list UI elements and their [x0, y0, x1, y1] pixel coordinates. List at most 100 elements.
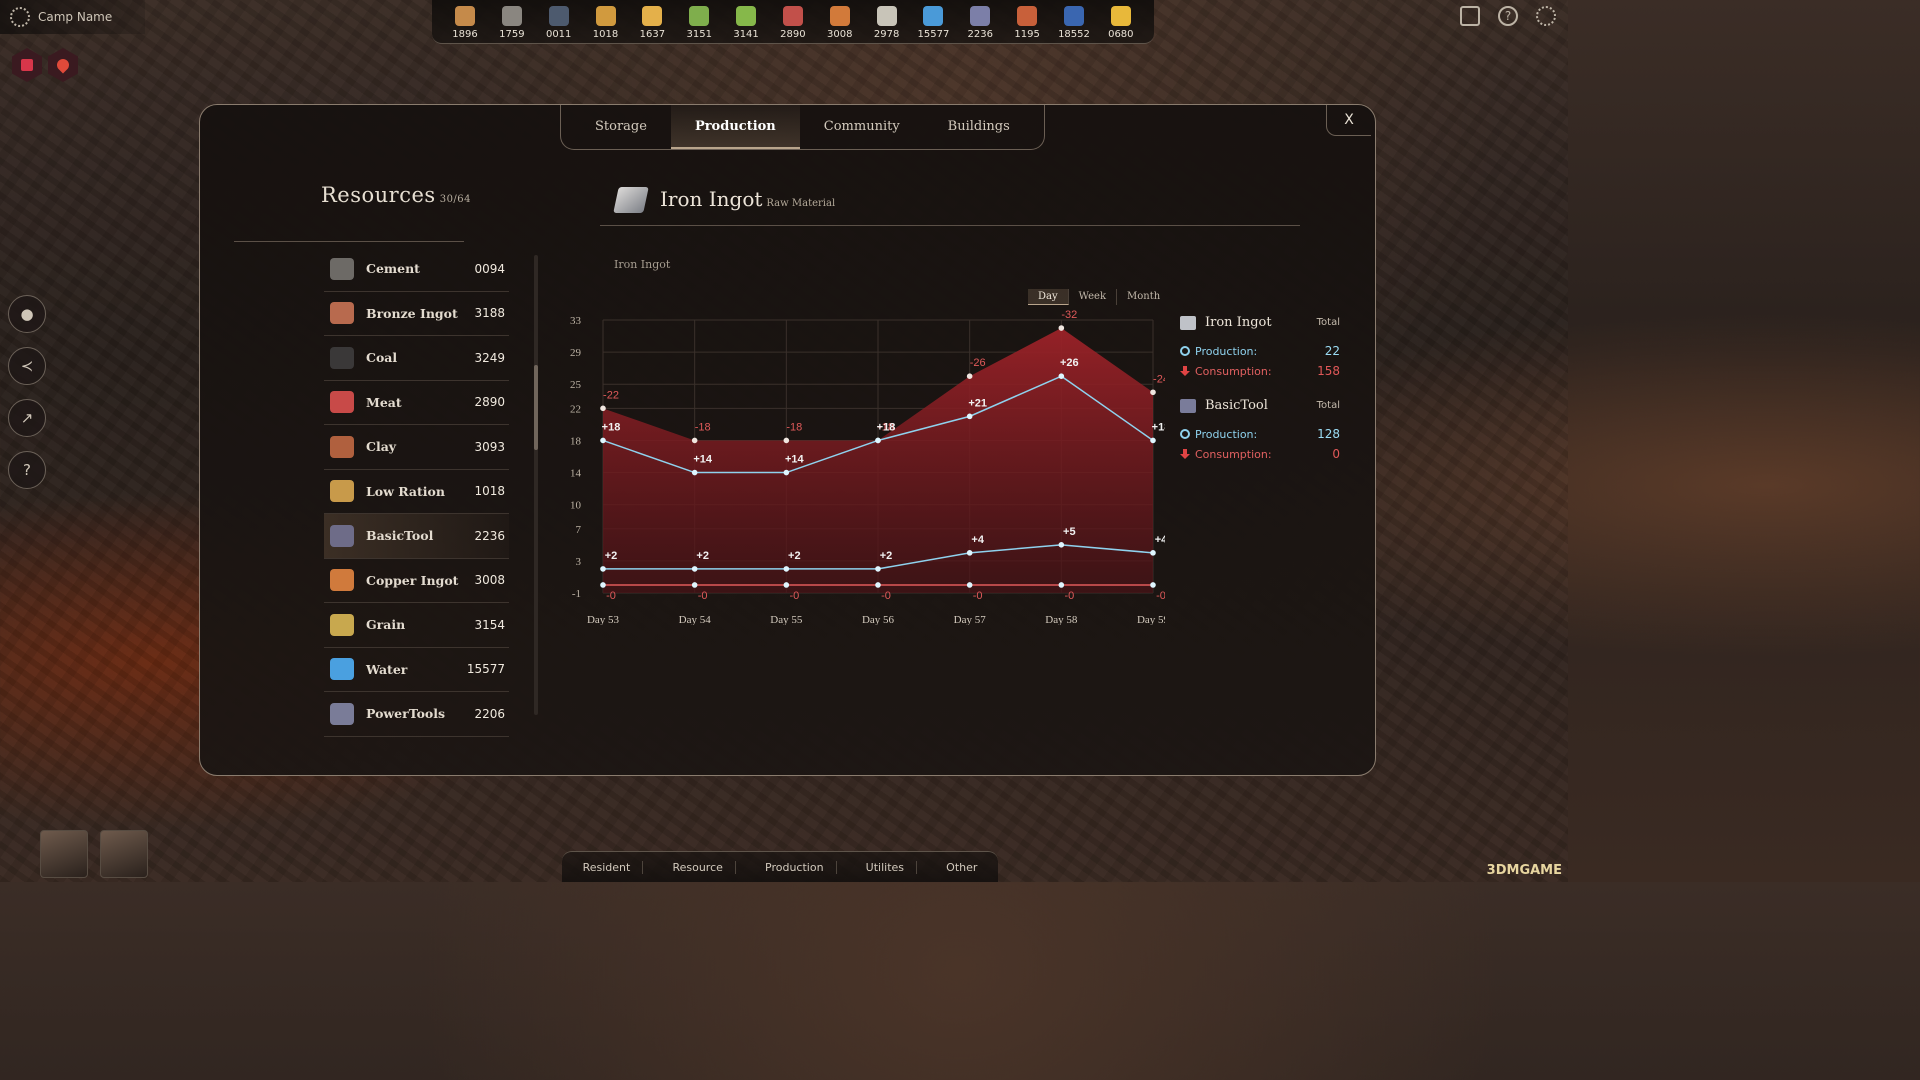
data-label: -0	[1064, 590, 1074, 602]
brick-icon	[1017, 6, 1038, 26]
resource-count: 2978	[873, 29, 900, 40]
share-icon[interactable]: ≺	[8, 347, 46, 385]
data-label: -0	[698, 590, 708, 602]
resource-list-item[interactable]: Low Ration 1018	[324, 470, 509, 514]
resource-list-item[interactable]: Cement 0094	[324, 247, 509, 292]
resources-title: Resources 30/64	[321, 183, 471, 207]
camp-header[interactable]: Camp Name	[0, 0, 145, 34]
data-point	[875, 566, 881, 572]
bottom-nav-other[interactable]: Other	[946, 860, 978, 874]
consumption-label: Consumption:	[1195, 447, 1272, 461]
resource-counter[interactable]: 1195	[1006, 0, 1048, 43]
resource-count: 3151	[686, 29, 712, 40]
resource-count: 2236	[967, 29, 993, 40]
resource-list-item[interactable]: PowerTools 2206	[324, 692, 509, 737]
scrollbar-thumb[interactable]	[534, 365, 538, 450]
iron-ingot-icon	[1180, 315, 1196, 330]
data-label: +4	[1155, 534, 1165, 546]
survivor-avatar[interactable]	[100, 830, 148, 878]
resource-counter[interactable]: 2978	[866, 0, 908, 43]
resource-counter[interactable]: 0011	[538, 0, 580, 43]
legend-name: Iron Ingot	[1205, 315, 1272, 330]
bottom-nav-resident[interactable]: Resident	[571, 860, 644, 874]
resource-count: 1195	[1014, 29, 1040, 40]
resource-amount: 2236	[474, 528, 505, 543]
resource-list-item[interactable]: Clay 3093	[324, 425, 509, 470]
resource-counter[interactable]: 18552	[1053, 0, 1095, 43]
resource-counter[interactable]: 15577	[912, 0, 954, 43]
resource-name: Bronze Ingot	[366, 305, 458, 321]
question-icon[interactable]: ?	[8, 451, 46, 489]
data-label: -0	[606, 590, 616, 602]
data-point	[1150, 582, 1156, 588]
resource-list-item[interactable]: Bronze Ingot 3188	[324, 292, 509, 336]
cube-badge-icon[interactable]	[12, 48, 42, 82]
help-icon[interactable]: ?	[1498, 6, 1518, 26]
legend-production-row: Production: 128	[1180, 427, 1340, 441]
data-point	[966, 373, 973, 380]
resource-amount: 2206	[474, 706, 505, 721]
meat-icon	[330, 391, 354, 414]
resource-count: 0680	[1108, 29, 1134, 40]
settings-gear-icon[interactable]	[1536, 6, 1556, 26]
resource-name: Cement	[366, 261, 420, 277]
resource-name: PowerTools	[366, 706, 446, 722]
consumption-value: 0	[1332, 447, 1340, 461]
resource-counter[interactable]: 1637	[631, 0, 673, 43]
period-week[interactable]: Week	[1069, 289, 1117, 305]
globe-icon[interactable]: ●	[8, 295, 46, 333]
bottom-nav-utilites[interactable]: Utilites	[854, 860, 918, 874]
resource-list-item[interactable]: Meat 2890	[324, 381, 509, 425]
resource-counter[interactable]: 1018	[585, 0, 627, 43]
y-tick-label: 3	[576, 556, 582, 568]
resource-counter[interactable]: 3151	[678, 0, 720, 43]
resource-list-item[interactable]: Coal 3249	[324, 336, 509, 381]
data-point	[966, 413, 973, 420]
resource-list-item[interactable]: Copper Ingot 3008	[324, 559, 509, 603]
stats-chart-icon[interactable]: ↗	[8, 399, 46, 437]
tab-community[interactable]: Community	[823, 119, 900, 134]
divider	[234, 217, 464, 242]
tab-storage[interactable]: Storage	[595, 119, 647, 134]
data-label: +18	[1152, 421, 1165, 433]
resource-list-scrollbar[interactable]	[534, 255, 538, 715]
x-tick-label: Day 54	[679, 614, 712, 625]
data-label: -0	[789, 590, 799, 602]
tab-production[interactable]: Production	[670, 105, 800, 149]
data-label: +4	[971, 534, 984, 546]
period-day[interactable]: Day	[1028, 289, 1069, 305]
data-label: +14	[693, 454, 713, 466]
bottom-nav-production[interactable]: Production	[753, 860, 837, 874]
resource-counter[interactable]: 1896	[444, 0, 486, 43]
tab-buildings[interactable]: Buildings	[947, 119, 1010, 134]
resource-counter[interactable]: 2236	[959, 0, 1001, 43]
data-label: +5	[1063, 526, 1076, 538]
fire-badge-icon[interactable]	[48, 48, 78, 82]
avatar-bar	[40, 830, 148, 878]
bottom-nav-resource[interactable]: Resource	[660, 860, 736, 874]
resource-counter[interactable]: 2890	[772, 0, 814, 43]
consumption-value: 158	[1317, 364, 1340, 378]
consumption-area	[603, 328, 1153, 593]
legend-consumption-row: Consumption: 0	[1180, 447, 1340, 461]
close-button[interactable]: X	[1326, 105, 1371, 136]
production-gear-icon	[1180, 429, 1190, 439]
data-point	[783, 582, 790, 588]
data-label: -24	[1153, 373, 1165, 385]
resource-list-item[interactable]: Water 15577	[324, 648, 509, 692]
resource-counter[interactable]: 0680	[1100, 0, 1142, 43]
period-month[interactable]: Month	[1127, 291, 1161, 302]
resource-amount: 3249	[474, 350, 505, 365]
legend-block: BasicTool Total Production: 128 Consumption:…	[1180, 398, 1340, 461]
resource-counter[interactable]: 3141	[725, 0, 767, 43]
legend-total-label: Total	[1316, 317, 1340, 328]
resource-list-item[interactable]: BasicTool 2236	[324, 514, 509, 559]
fullscreen-icon[interactable]	[1460, 6, 1480, 26]
herb-icon	[689, 6, 710, 26]
legend-total-label: Total	[1316, 400, 1340, 411]
resource-count: 1018	[592, 29, 619, 40]
survivor-avatar[interactable]	[40, 830, 88, 878]
resource-counter[interactable]: 3008	[819, 0, 861, 43]
resource-counter[interactable]: 1759	[491, 0, 533, 43]
resource-list-item[interactable]: Grain 3154	[324, 603, 509, 648]
